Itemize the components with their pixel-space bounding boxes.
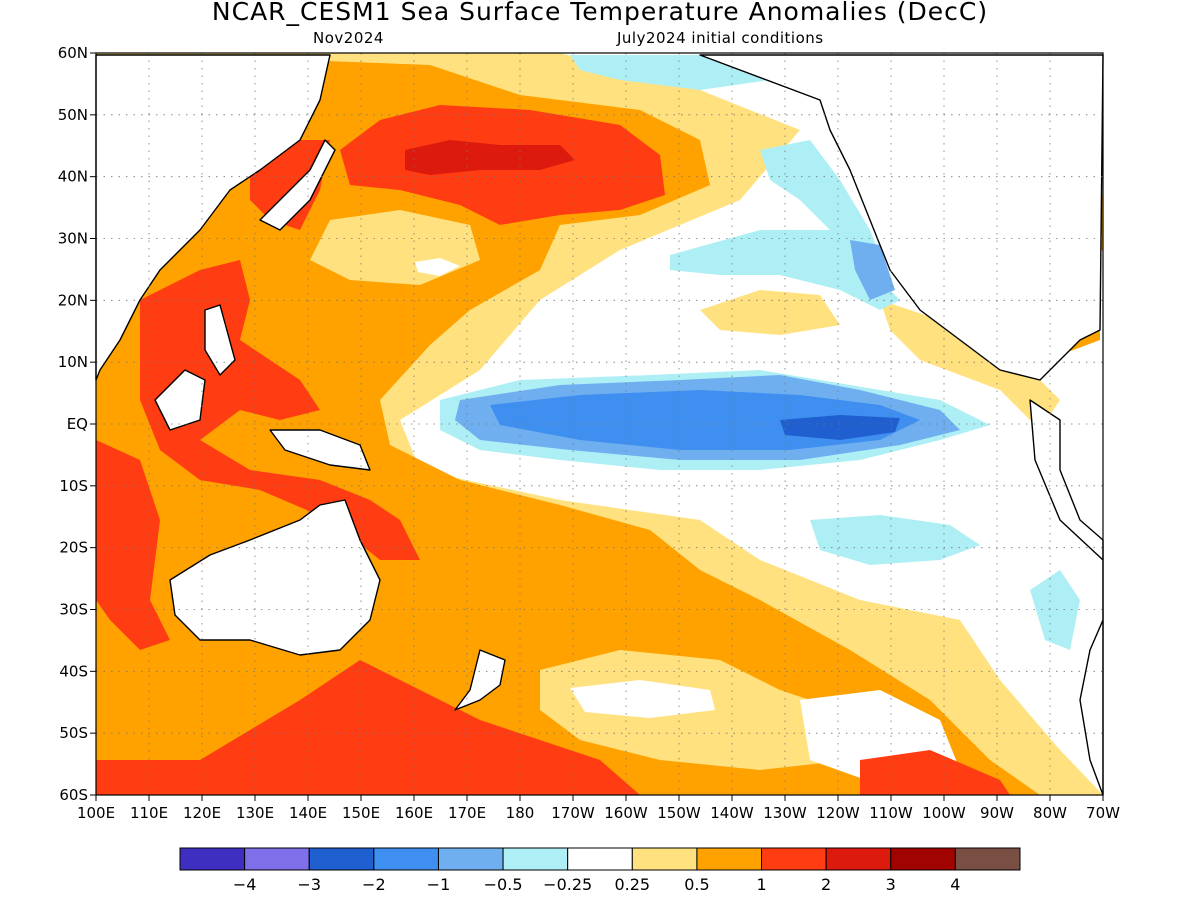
contour-cyan-north-top <box>570 55 770 90</box>
colorbar-label: −0.25 <box>543 875 592 894</box>
colorbar: −4 −3 −2 −1 −0.5 −0.25 0.25 0.5 1 2 3 4 <box>179 847 1021 894</box>
colorbar-swatch <box>696 847 763 871</box>
lon-tick-label: 170E <box>448 804 486 822</box>
colorbar-swatch <box>954 847 1021 871</box>
contour-blue3-equatorial <box>780 415 900 440</box>
lat-tick-label: 50N <box>58 106 88 124</box>
colorbar-swatch <box>373 847 439 871</box>
new-zealand-outline <box>454 649 506 711</box>
colorbar-label: −1 <box>427 875 451 894</box>
longitude-axis: 100E 110E 120E 130E 140E 150E 160E 170E 180 170W 1… <box>77 795 1120 822</box>
contour-darkred-north-pacific <box>405 140 575 175</box>
lon-tick-label: 130E <box>236 804 274 822</box>
lon-tick-label: 110E <box>130 804 168 822</box>
lon-tick-label: 150W <box>657 804 701 822</box>
lon-tick-label: 180 <box>506 804 535 822</box>
graticule <box>96 53 1103 795</box>
colorbar-label: 1 <box>756 875 766 894</box>
lat-tick-label: 60S <box>59 786 88 804</box>
lon-tick-label: 70W <box>1086 804 1120 822</box>
colorbar-label: 4 <box>950 875 960 894</box>
south-america-outline <box>1029 399 1104 796</box>
lon-tick-label: 160W <box>604 804 648 822</box>
contour-yellow-nw-coast <box>880 300 1060 430</box>
australia-outline <box>169 499 381 656</box>
coastlines <box>95 54 1104 796</box>
north-america-outline <box>699 54 1104 381</box>
contour-red-south-east <box>860 750 1010 795</box>
colorbar-swatch <box>761 847 827 871</box>
contour-white-south-inner <box>570 680 715 718</box>
lon-tick-label: 160E <box>395 804 433 822</box>
forecast-month: Nov2024 <box>313 29 384 47</box>
contour-cyan-south-east <box>810 515 980 565</box>
contour-yellow-hawaii <box>700 290 840 335</box>
lon-tick-label: 130W <box>763 804 807 822</box>
colorbar-label: 3 <box>886 875 896 894</box>
contour-white-north-inner <box>415 258 460 276</box>
borneo-outline <box>154 369 206 431</box>
lat-tick-label: 40N <box>58 168 88 186</box>
lat-tick-label: 60N <box>58 44 88 62</box>
colorbar-swatch <box>437 847 504 871</box>
lat-tick-label: 10N <box>58 353 88 371</box>
lat-tick-label: 10S <box>59 477 88 495</box>
lon-tick-label: 90W <box>980 804 1014 822</box>
japan-outline <box>259 139 336 231</box>
lon-tick-label: 100W <box>922 804 966 822</box>
colorbar-label: 0.25 <box>614 875 650 894</box>
lon-tick-label: 80W <box>1033 804 1067 822</box>
asia-outline <box>95 54 331 381</box>
colorbar-label: 0.5 <box>684 875 709 894</box>
lat-tick-label: 30S <box>59 601 88 619</box>
colorbar-label: −4 <box>233 875 257 894</box>
colorbar-swatch <box>825 847 892 871</box>
colorbar-label: 2 <box>821 875 831 894</box>
contour-cyan-peru <box>1030 570 1080 650</box>
colorbar-label: −2 <box>362 875 386 894</box>
lon-tick-label: 170W <box>551 804 595 822</box>
lat-tick-label: 40S <box>59 662 88 680</box>
contour-red-west-boundary <box>96 440 170 650</box>
lon-tick-label: 140E <box>289 804 327 822</box>
lon-tick-label: 120W <box>816 804 860 822</box>
colorbar-swatch <box>244 847 310 871</box>
lat-tick-label: 50S <box>59 724 88 742</box>
colorbar-label: −3 <box>297 875 321 894</box>
latitude-axis: 60N 50N 40N 30N 20N 10N EQ 10S 20S 30S 40S 50S 60S <box>58 44 96 804</box>
colorbar-swatch <box>890 847 956 871</box>
lon-tick-label: 110W <box>869 804 913 822</box>
colorbar-swatch <box>308 847 375 871</box>
colorbar-swatch <box>502 847 569 871</box>
colorbar-label: −0.5 <box>484 875 523 894</box>
new-guinea-outline <box>269 429 371 471</box>
philippines-outline <box>204 304 236 376</box>
lon-tick-label: 120E <box>183 804 221 822</box>
lon-tick-label: 100E <box>77 804 115 822</box>
colorbar-swatch <box>567 847 633 871</box>
lat-tick-label: EQ <box>67 415 88 433</box>
initial-conditions: July2024 initial conditions <box>617 29 824 47</box>
lon-tick-label: 140W <box>710 804 754 822</box>
contour-blue1-california <box>850 240 895 300</box>
lat-tick-label: 20N <box>58 291 88 309</box>
colorbar-swatch <box>631 847 698 871</box>
contour-red-southern-ocean <box>96 660 640 795</box>
chart-title: NCAR_CESM1 Sea Surface Temperature Anoma… <box>211 0 989 26</box>
colorbar-swatch <box>179 847 246 871</box>
lat-tick-label: 30N <box>58 230 88 248</box>
lon-tick-label: 150E <box>342 804 380 822</box>
lat-tick-label: 20S <box>59 539 88 557</box>
